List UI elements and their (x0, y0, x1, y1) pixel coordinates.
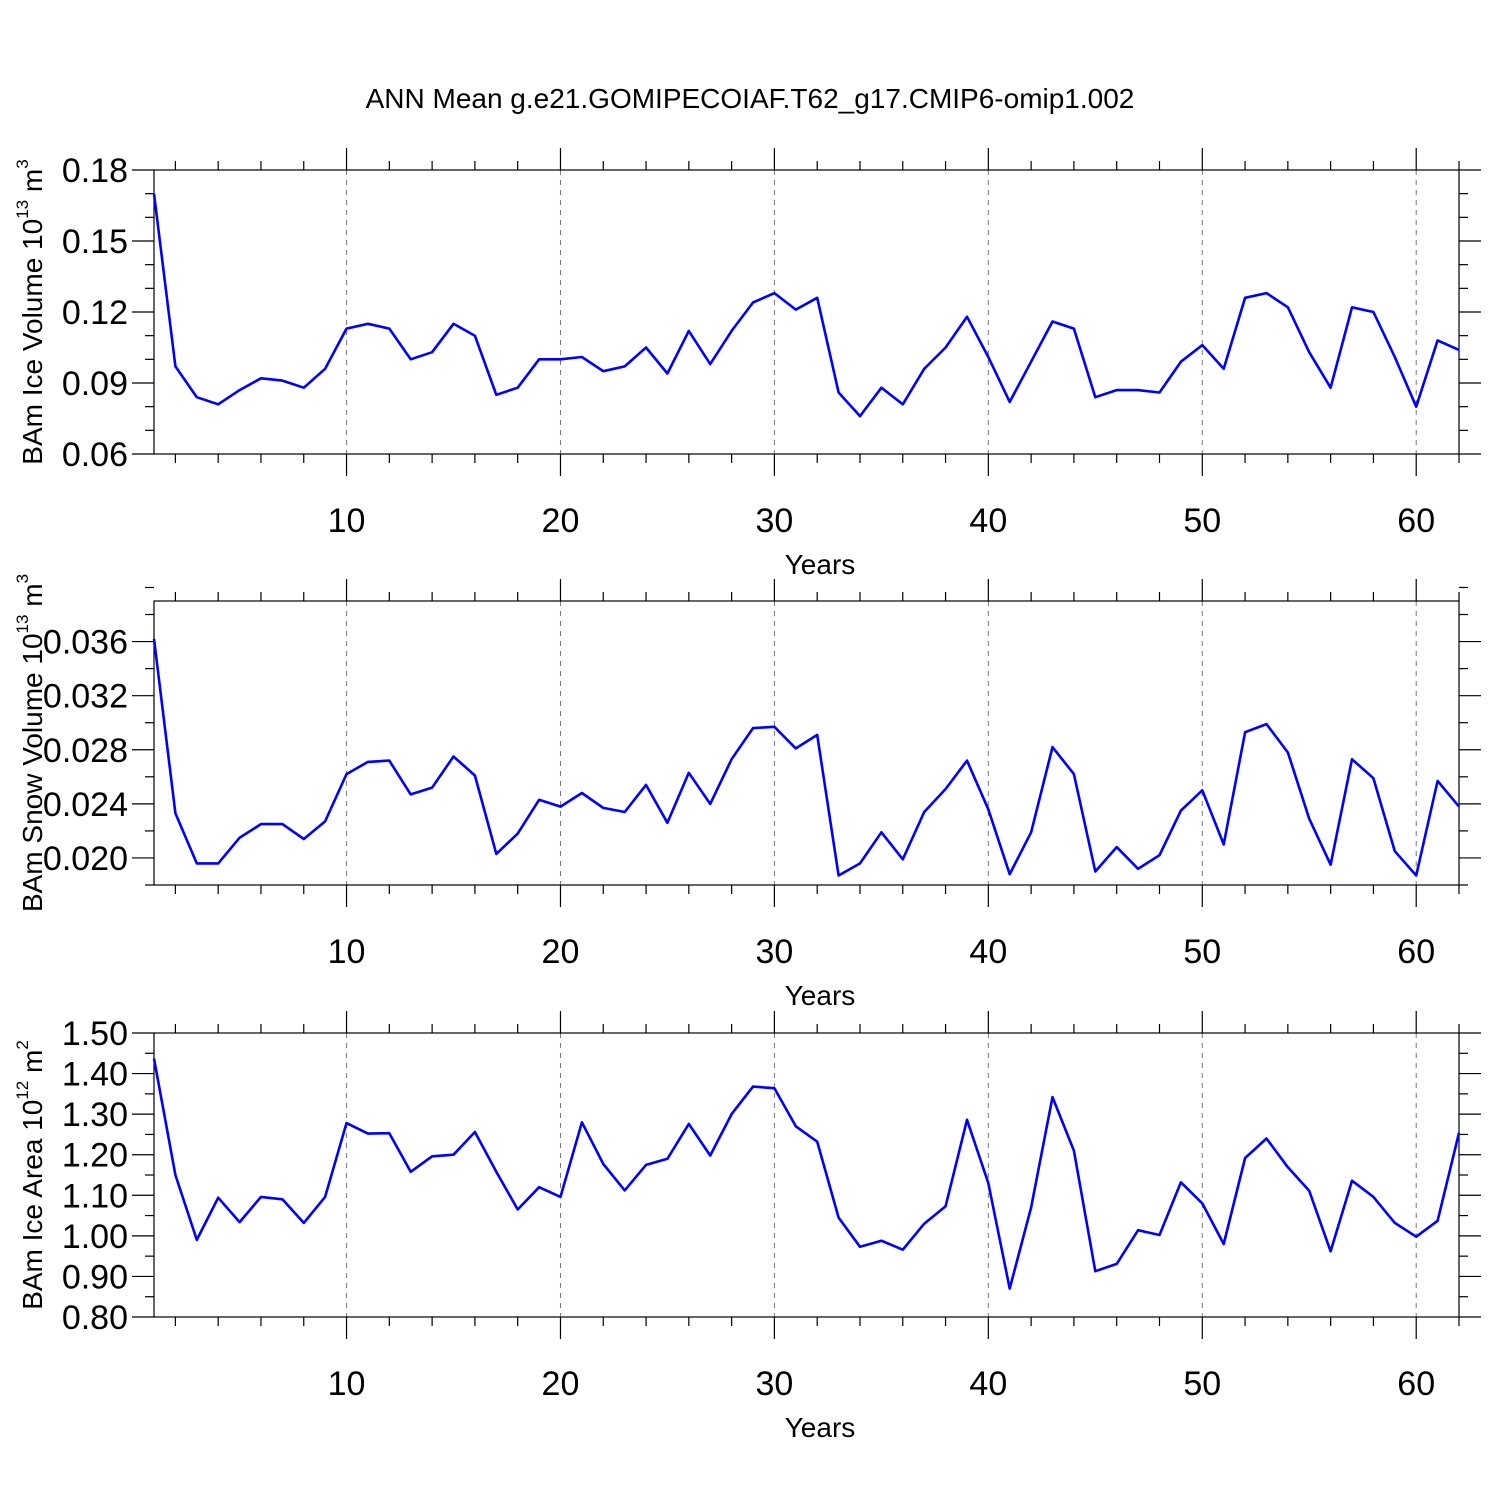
chart-panel-3: 10 20 30 40 50 60 Years 0.800.901.001.101.201.3… (13, 1011, 1481, 1443)
chart-panel-1: 10 20 30 40 50 60 Years 0.06 0.09 0.12 0.15 0.18 BAm… (13, 148, 1481, 580)
x-tick-label: 20 (542, 933, 580, 971)
plot-frame (153, 1032, 1460, 1318)
y-axis-title: BAm Ice Area 1012 m2 (13, 1040, 48, 1310)
x-tick-label: 50 (1183, 933, 1221, 971)
y-tick-label: 0.036 (43, 624, 128, 662)
x-tick-label: 30 (755, 933, 793, 971)
x-tick-label: 50 (1183, 1365, 1221, 1403)
y-axis-title-unit-exponent: 3 (13, 574, 32, 583)
x-tick-label: 40 (969, 1365, 1007, 1403)
x-tick-label: 40 (969, 502, 1007, 540)
x-tick-label: 50 (1183, 502, 1221, 540)
chart-panel-2: 10 20 30 40 50 60 Years 0.020 0.024 0.028 0.032 0.0… (13, 574, 1481, 1011)
y-axis-title-unit-exponent: 3 (13, 159, 32, 168)
y-tick-label: 1.20 (62, 1137, 128, 1175)
y-tick-label: 0.024 (43, 786, 128, 824)
x-tick-label: 30 (755, 1365, 793, 1403)
chart-title: ANN Mean g.e21.GOMIPECOIAF.T62_g17.CMIP6… (366, 83, 1135, 114)
series-line (152, 193, 1460, 418)
series-line (152, 1058, 1461, 1290)
x-tick-label: 10 (328, 502, 366, 540)
y-axis-title-text: BAm Ice Volume 10 (17, 219, 48, 465)
y-tick-label: 1.10 (62, 1177, 128, 1215)
panels: 10 20 30 40 50 60 Years 0.06 0.09 0.12 0.15 0.18 BAm… (13, 148, 1481, 1443)
x-tick-label: 40 (969, 933, 1007, 971)
x-tick-label: 60 (1397, 933, 1435, 971)
y-axis-title-exponent: 12 (13, 1081, 32, 1100)
y-tick-label: 0.12 (62, 294, 128, 332)
y-axis-title-unit: m (17, 583, 48, 614)
y-axis-title: BAm Snow Volume 1013 m3 (13, 574, 48, 912)
y-tick-label: 0.09 (62, 365, 128, 403)
x-tick-label: 60 (1397, 1365, 1435, 1403)
y-axis-title-exponent: 13 (13, 200, 32, 219)
x-tick-label: 60 (1397, 502, 1435, 540)
y-axis-title-text: BAm Ice Area 10 (17, 1100, 48, 1310)
x-axis-title: Years (785, 549, 856, 580)
y-axis-title-unit-exponent: 2 (13, 1040, 32, 1049)
y-tick-label: 0.15 (62, 223, 128, 261)
y-tick-label: 0.80 (62, 1299, 128, 1337)
x-axis-title: Years (785, 1412, 856, 1443)
y-tick-label: 0.032 (43, 678, 128, 716)
y-tick-label: 0.028 (43, 732, 128, 770)
x-axis-title: Years (785, 980, 856, 1011)
y-axis-title-text: BAm Snow Volume 10 (17, 633, 48, 912)
y-tick-label: 1.00 (62, 1218, 128, 1256)
x-tick-label: 20 (542, 1365, 580, 1403)
x-tick-label: 10 (328, 1365, 366, 1403)
y-axis-title-exponent: 13 (13, 615, 32, 634)
y-tick-label: 0.18 (62, 152, 128, 190)
x-tick-label: 20 (542, 502, 580, 540)
series-line (152, 638, 1460, 877)
plot-frame (153, 600, 1460, 886)
y-tick-label: 1.40 (62, 1056, 128, 1094)
y-tick-label: 1.30 (62, 1096, 128, 1134)
y-tick-label: 0.90 (62, 1258, 128, 1296)
x-tick-label: 30 (755, 502, 793, 540)
y-axis-title: BAm Ice Volume 1013 m3 (13, 159, 48, 464)
plot-frame (153, 169, 1460, 455)
x-tick-label: 10 (328, 933, 366, 971)
y-axis-title-unit: m (17, 1050, 48, 1081)
y-axis-title-unit: m (17, 169, 48, 200)
y-tick-label: 0.020 (43, 840, 128, 878)
y-tick-label: 0.06 (62, 436, 128, 474)
y-tick-label: 1.50 (62, 1015, 128, 1053)
